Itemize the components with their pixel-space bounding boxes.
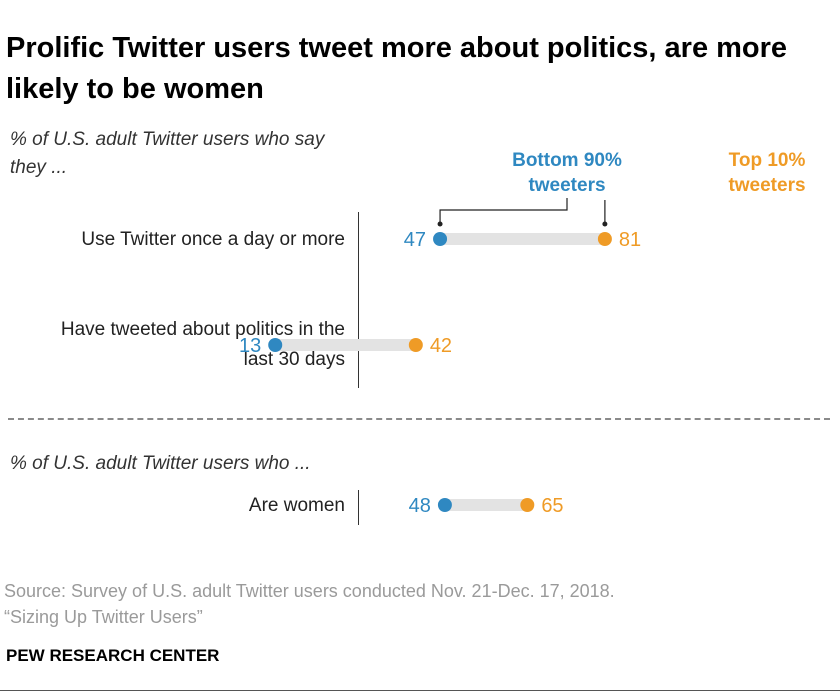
leader-dot-top-10 [602,221,608,227]
top-10-dot [520,498,535,512]
bottom-90-dot [268,338,283,352]
pew-logo-text: PEW RESEARCH CENTER [6,646,220,665]
source-note: Source: Survey of U.S. adult Twitter use… [4,578,615,630]
bottom-90-dot [437,498,452,512]
dot-plot: 47 81 13 42 48 65 Bottom 90% tweeters Top 10% twe… [239,150,806,517]
source-line-1: Source: Survey of U.S. adult Twitter use… [4,581,615,601]
source-line-2: “Sizing Up Twitter Users” [4,607,203,627]
bottom-90-value: 48 [409,495,431,517]
bottom-90-dot [433,232,448,246]
bottom-90-value: 13 [239,335,261,357]
top-10-dot [408,338,423,352]
legend-top-10: Top 10% tweeters [728,150,805,196]
legend-bottom-90: Bottom 90% tweeters [512,150,622,196]
row-label-daily: Use Twitter once a day or more [81,229,345,250]
note-say-they: % of U.S. adult Twitter users who say th… [10,129,325,178]
row-axis-top [358,212,359,388]
top-10-dot [597,232,612,246]
leader-dot-bottom-90 [437,221,443,227]
bottom-90-value: 47 [404,229,426,251]
note-who: % of U.S. adult Twitter users who ... [10,453,311,474]
row-label-politics: Have tweeted about politics in the last … [60,319,345,370]
bottom-rule [0,690,840,691]
top-10-value: 42 [430,335,452,357]
row-axis-bottom [358,490,359,525]
top-10-value: 81 [619,229,641,251]
row-label-women: Are women [248,495,345,516]
section-divider [8,418,830,420]
chart-title: Prolific Twitter users tweet more about … [6,32,788,105]
top-10-value: 65 [541,495,563,517]
leader-bottom-90 [439,198,568,224]
